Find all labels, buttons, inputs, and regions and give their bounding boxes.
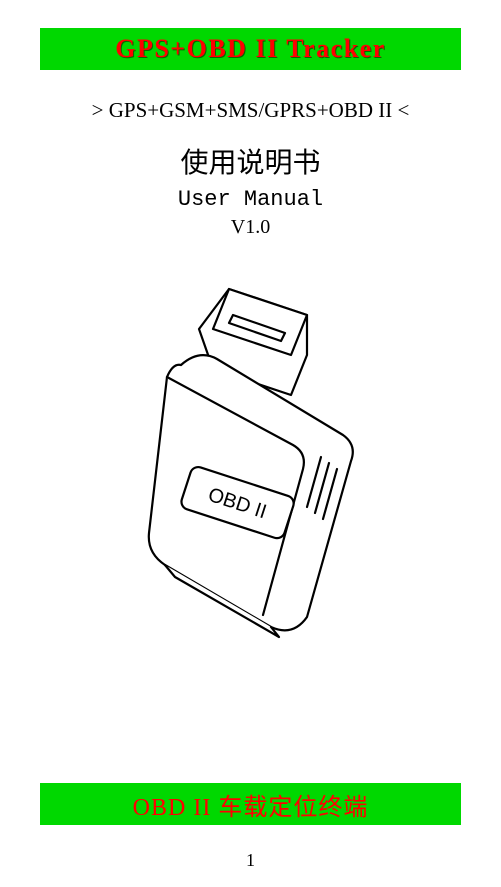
page-number: 1 bbox=[0, 850, 501, 871]
device-illustration: OBD II bbox=[0, 277, 501, 657]
top-banner: GPS+OBD II Tracker bbox=[40, 28, 461, 70]
title-english: User Manual bbox=[0, 187, 501, 212]
top-banner-text: GPS+OBD II Tracker bbox=[115, 34, 386, 64]
title-chinese: 使用说明书 bbox=[0, 141, 501, 181]
bottom-banner-text: OBD II 车载定位终端 bbox=[133, 787, 369, 822]
version-label: V1.0 bbox=[0, 216, 501, 239]
obd-device-icon: OBD II bbox=[121, 277, 381, 657]
subtitle-line: > GPS+GSM+SMS/GPRS+OBD II < bbox=[0, 98, 501, 123]
bottom-banner: OBD II 车载定位终端 bbox=[40, 783, 461, 825]
